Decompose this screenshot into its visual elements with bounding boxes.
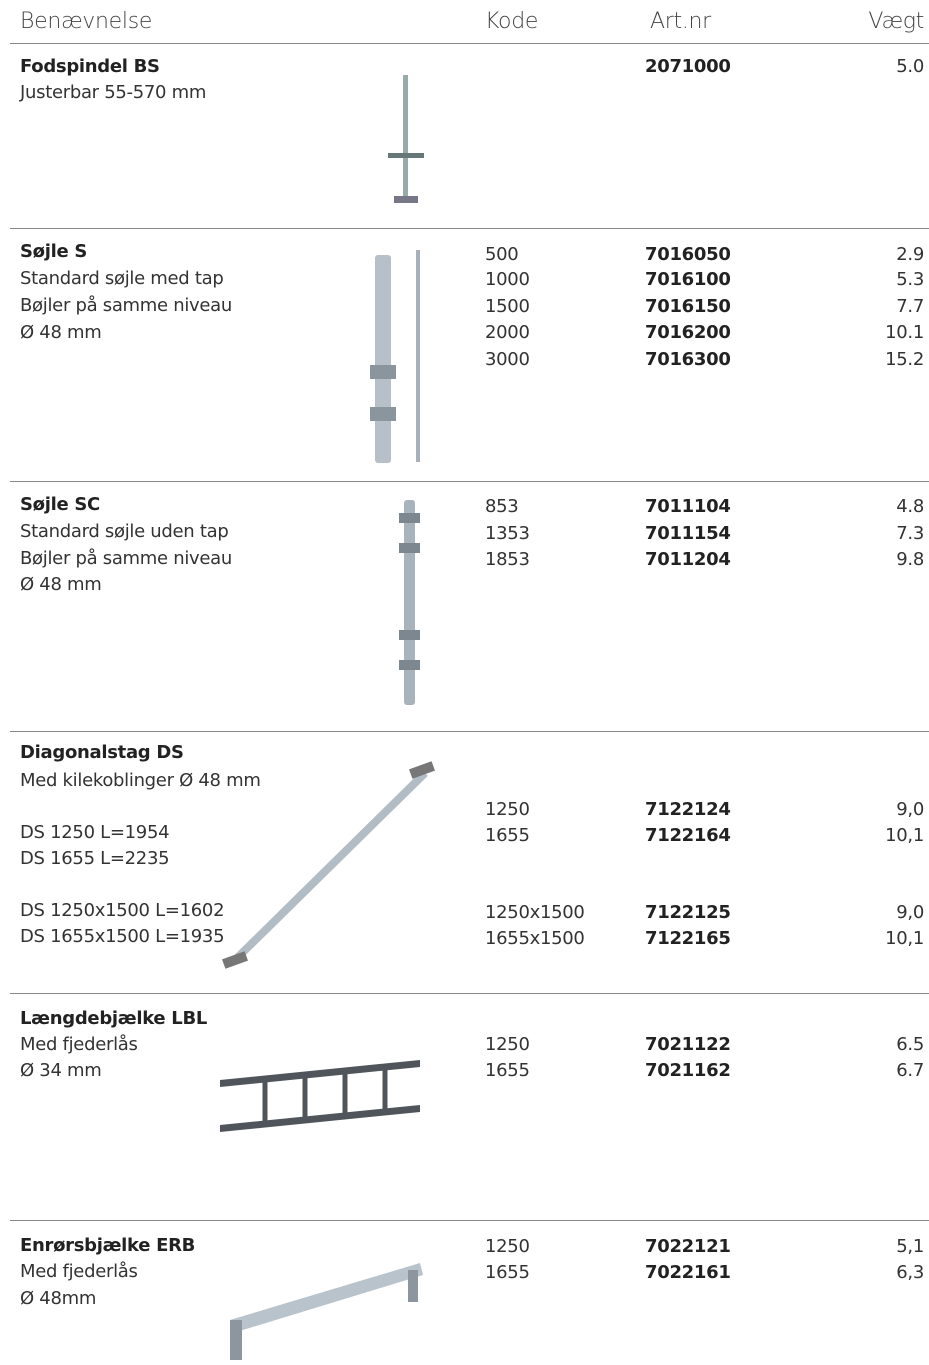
separator [10,1220,929,1221]
article-number: 7011154 [645,523,731,544]
weight: 2.9 [896,244,924,265]
product-title: Fodspindel BS [20,56,160,77]
article-number: 7022121 [645,1236,731,1257]
article-number: 7022161 [645,1262,731,1283]
code: 1250 [485,1034,530,1055]
weight: 6.5 [896,1034,924,1055]
article-number: 7122124 [645,799,731,820]
code: 1250 [485,1236,530,1257]
article-number: 7016100 [645,269,731,290]
separator [10,993,929,994]
product-description: DS 1655x1500 L=1935 [20,926,225,947]
product-description: Med fjederlås [20,1034,138,1055]
weight: 5,1 [896,1236,924,1257]
weight: 15.2 [885,349,924,370]
code: 500 [485,244,519,265]
weight: 4.8 [896,496,924,517]
article-number: 7021162 [645,1060,731,1081]
code: 1655 [485,1262,530,1283]
product-description: Med kilekoblinger Ø 48 mm [20,770,261,791]
article-number: 7016300 [645,349,731,370]
weight: 5.0 [896,56,924,77]
article-number: 7011204 [645,549,731,570]
code: 2000 [485,322,530,343]
product-title: Længdebjælke LBL [20,1008,208,1029]
code: 1353 [485,523,530,544]
weight: 6.7 [896,1060,924,1081]
product-description: Ø 48 mm [20,322,102,343]
weight: 6,3 [896,1262,924,1283]
product-title: Søjle SC [20,494,100,515]
product-description: Med fjederlås [20,1261,138,1282]
product-description: Justerbar 55-570 mm [20,82,207,103]
article-number: 7122165 [645,928,731,949]
article-number: 7021122 [645,1034,731,1055]
code: 1250 [485,799,530,820]
product-title: Enrørsbjælke ERB [20,1235,196,1256]
separator [10,43,929,44]
code: 1655 [485,825,530,846]
article-number: 2071000 [645,56,731,77]
header-weight: Vægt [868,9,924,34]
code: 1250x1500 [485,902,585,923]
product-description: DS 1655 L=2235 [20,848,170,869]
weight: 9,0 [896,902,924,923]
code: 1000 [485,269,530,290]
article-number: 7016050 [645,244,731,265]
separator [10,731,929,732]
weight: 7.3 [896,523,924,544]
product-description: DS 1250x1500 L=1602 [20,900,225,921]
product-description: Ø 48 mm [20,574,102,595]
product-description: Standard søjle med tap [20,268,224,289]
weight: 10,1 [885,825,924,846]
code: 1655x1500 [485,928,585,949]
article-number: 7122125 [645,902,731,923]
product-title: Diagonalstag DS [20,742,184,763]
header-name: Benævnelse [20,9,153,34]
product-description: Ø 34 mm [20,1060,102,1081]
img-fodspindel [388,75,424,203]
product-description: Ø 48mm [20,1288,97,1309]
weight: 10.1 [885,322,924,343]
header-code: Kode [485,9,539,34]
weight: 10,1 [885,928,924,949]
product-description: Bøjler på samme niveau [20,295,232,316]
weight: 5.3 [896,269,924,290]
product-title: Søjle S [20,241,88,262]
img-sojle-s [370,250,420,463]
code: 3000 [485,349,530,370]
code: 1500 [485,296,530,317]
weight: 7.7 [896,296,924,317]
img-laengdebjaelke [220,1060,420,1132]
article-number: 7011104 [645,496,731,517]
img-diagonalstag [222,761,435,969]
code: 1655 [485,1060,530,1081]
article-number: 7016200 [645,322,731,343]
product-description: Bøjler på samme niveau [20,548,232,569]
separator [10,228,929,229]
product-description: DS 1250 L=1954 [20,822,170,843]
weight: 9.8 [896,549,924,570]
img-enrorsbjaelke [230,1263,423,1360]
code: 853 [485,496,519,517]
article-number: 7016150 [645,296,731,317]
code: 1853 [485,549,530,570]
header-artnr: Art.nr [650,9,711,34]
separator [10,481,929,482]
article-number: 7122164 [645,825,731,846]
weight: 9,0 [896,799,924,820]
img-sojle-sc [399,500,420,705]
product-description: Standard søjle uden tap [20,521,229,542]
